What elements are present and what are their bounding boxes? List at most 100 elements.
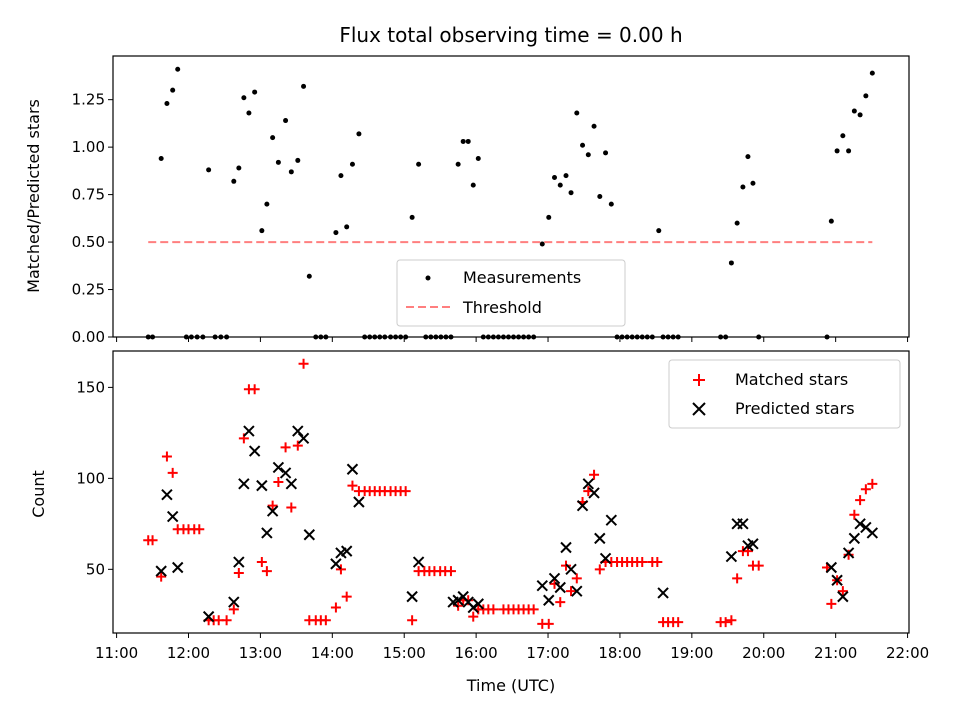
matched-point — [753, 560, 764, 571]
matched-point — [867, 478, 878, 489]
matched-point — [147, 535, 158, 546]
measurement-point — [206, 167, 212, 173]
x-tick-label: 14:00 — [311, 644, 354, 662]
predicted-point — [543, 594, 555, 606]
matched-point — [555, 597, 566, 608]
matched-point — [298, 358, 309, 369]
predicted-point — [233, 556, 245, 568]
measurement-point — [270, 135, 276, 141]
matched-point — [161, 451, 172, 462]
predicted-point — [725, 550, 738, 563]
matched-point — [194, 524, 205, 535]
legend-predicted-label: Predicted stars — [735, 399, 855, 418]
matched-point — [637, 557, 648, 568]
predicted-point — [565, 563, 577, 576]
bottom-legend-box — [668, 359, 901, 429]
top-legend-box — [396, 259, 626, 327]
bottom-axes-frame — [112, 350, 910, 634]
predicted-point — [582, 478, 595, 490]
measurement-point — [170, 87, 176, 93]
predicted-point — [172, 561, 184, 574]
matched-point — [292, 440, 303, 451]
x-tick-label: 12:00 — [167, 644, 210, 662]
top-ylabel: Matched/Predicted stars — [24, 99, 43, 293]
predicted-point — [279, 467, 292, 479]
predicted-point — [554, 581, 566, 594]
top-legend: Measurements Threshold — [396, 259, 626, 327]
y-tick-label: 0.00 — [72, 328, 105, 346]
matched-point — [330, 602, 341, 613]
predicted-point — [248, 445, 261, 457]
predicted-point — [256, 479, 268, 492]
matched-point — [571, 573, 582, 584]
x-tick-label: 22:00 — [886, 644, 929, 662]
predicted-point — [346, 463, 359, 475]
matched-point — [261, 566, 272, 577]
measurement-point — [241, 95, 247, 101]
measurement-point — [470, 182, 476, 188]
legend-measurements-label: Measurements — [463, 268, 581, 287]
measurement-point — [288, 169, 294, 175]
measurement-point — [563, 173, 569, 179]
top-panel: 0.00 0.25 0.50 0.75 1.00 1.25 Matched/Predict… — [24, 55, 910, 346]
x-tick-label: 13:00 — [239, 644, 282, 662]
measurement-point — [740, 184, 746, 190]
x-tick-label: 19:00 — [670, 644, 713, 662]
predicted-point — [866, 527, 879, 539]
matched-point — [826, 598, 837, 609]
matched-point — [468, 611, 479, 622]
predicted-point — [576, 499, 589, 512]
chart-title: Flux total observing time = 0.00 h — [339, 23, 682, 47]
matched-point — [488, 604, 499, 615]
measurement-point — [539, 241, 545, 247]
measurement-point — [349, 161, 355, 167]
measurement-point — [338, 173, 344, 179]
measurement-point — [869, 70, 875, 76]
x-tick-label: 18:00 — [598, 644, 641, 662]
predicted-point — [155, 565, 167, 577]
measurement-point — [840, 133, 846, 139]
legend-matched-label: Matched stars — [735, 370, 848, 389]
x-tick-label: 20:00 — [742, 644, 785, 662]
predicted-point — [330, 558, 342, 570]
predicted-point — [166, 510, 179, 523]
matched-point — [335, 564, 346, 575]
measurement-point — [574, 110, 580, 116]
predicted-point — [272, 461, 285, 474]
predicted-point — [831, 574, 843, 586]
bottom-xticks: 11:00 12:00 13:00 14:00 15:00 16:00 17:00 18:00… — [95, 633, 929, 662]
predicted-point — [412, 556, 425, 568]
measurement-point — [465, 138, 471, 144]
predicted-point — [472, 598, 484, 610]
measurement-point — [851, 108, 857, 114]
predicted-point — [228, 596, 240, 608]
matched-point — [228, 604, 239, 615]
predicted-point — [406, 590, 418, 603]
matched-point — [652, 557, 663, 568]
y-tick-label: 0.25 — [72, 281, 105, 299]
measurement-point — [158, 156, 164, 162]
matched-point — [855, 495, 866, 506]
y-tick-label: 1.25 — [72, 91, 105, 109]
measurement-point — [333, 230, 339, 236]
matched-point — [720, 617, 731, 628]
matched-point — [221, 615, 232, 626]
measurement-point — [259, 228, 265, 234]
matched-point — [445, 566, 456, 577]
predicted-point — [854, 518, 866, 530]
matched-point — [267, 500, 278, 511]
predicted-point — [297, 432, 310, 445]
measurement-point — [275, 159, 281, 165]
bottom-legend: Matched stars Predicted stars — [668, 359, 901, 429]
predicted-point — [657, 587, 669, 599]
predicted-point — [599, 552, 612, 565]
matched-point — [566, 586, 577, 597]
x-tick-label: 11:00 — [95, 644, 138, 662]
measurement-point — [557, 182, 563, 188]
measurement-point — [246, 110, 252, 116]
matched-point — [589, 469, 600, 480]
measurement-point — [863, 93, 869, 99]
y-tick-label: 100 — [76, 469, 105, 487]
measurement-point — [846, 148, 852, 154]
legend-measurements-marker — [425, 275, 431, 281]
